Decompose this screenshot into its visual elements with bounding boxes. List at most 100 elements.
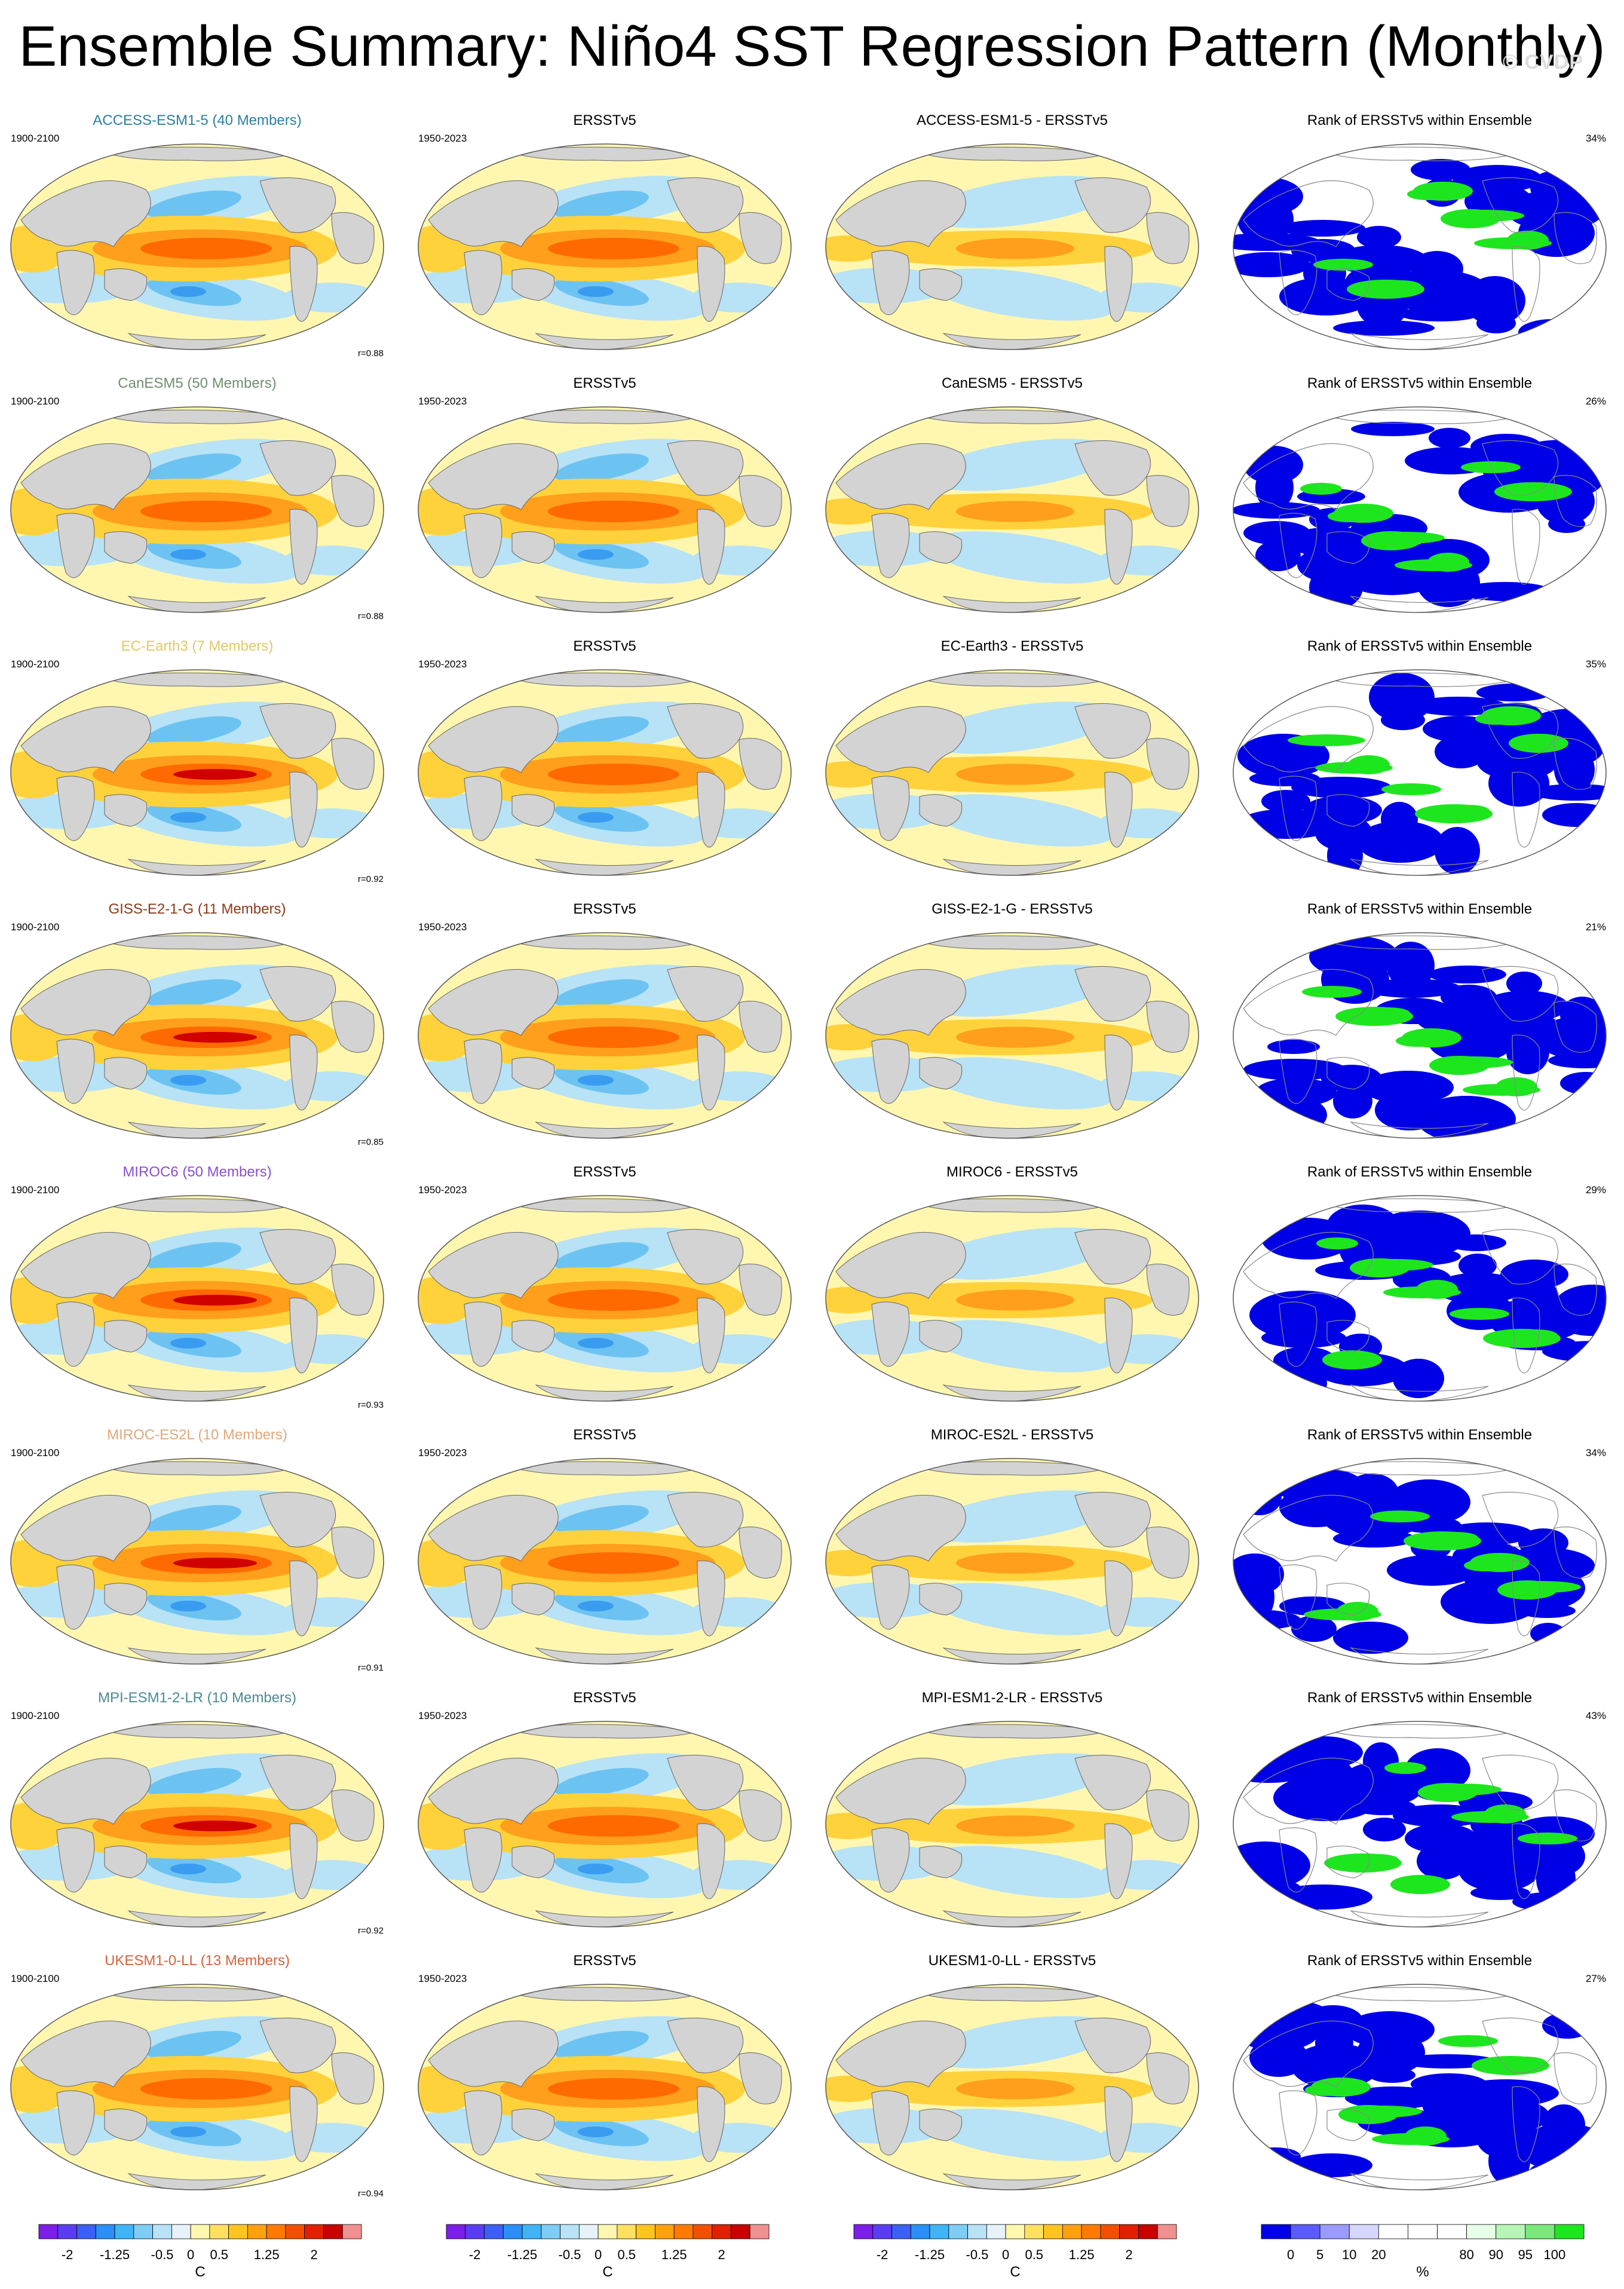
colorbar-swatch	[323, 2224, 343, 2239]
colorbar-tick-label: -1.25	[914, 2247, 945, 2262]
diff-panel: EC-Earth3 - ERSSTv5	[815, 633, 1209, 896]
pattern-correlation: r=0.85	[358, 1137, 384, 1147]
obs-panel: ERSSTv5 1950-2023	[407, 1422, 802, 1685]
colorbar-tick-label: 0.5	[1025, 2247, 1044, 2262]
colorbar-tick-label: 0	[1286, 2247, 1295, 2262]
colorbar-unit: %	[1416, 2264, 1429, 2280]
rank-percentage: 35%	[1585, 658, 1606, 670]
panel-row: UKESM1-0-LL (13 Members) 1900-2100 r=0.94 E…	[0, 1948, 1624, 2211]
panel-title: MPI-ESM1-2-LR - ERSSTv5	[921, 1690, 1103, 1706]
model-panel: GISS-E2-1-G (11 Members) 1900-2100 r=0.85	[0, 896, 394, 1159]
colorbar-swatch	[1290, 2224, 1320, 2239]
colorbar-swatch	[247, 2224, 267, 2239]
pattern-correlation: r=0.88	[358, 348, 384, 358]
panel-row: MIROC-ES2L (10 Members) 1900-2100 r=0.91 ER…	[0, 1422, 1624, 1685]
panel-period: 1900-2100	[11, 921, 60, 933]
colorbar-tick-label: 80	[1459, 2247, 1474, 2262]
colorbar-swatch	[285, 2224, 305, 2239]
obs-panel: ERSSTv5 1950-2023	[407, 1948, 802, 2211]
diff-map	[825, 406, 1199, 613]
rank-panel: Rank of ERSSTv5 within Ensemble 34%	[1222, 1422, 1617, 1685]
colorbar-tick-label: 0	[1001, 2247, 1010, 2262]
obs-map	[418, 1458, 792, 1665]
model-map	[10, 1458, 384, 1665]
colorbar-tick-label: -2	[468, 2247, 481, 2262]
panel-period: 1900-2100	[11, 396, 60, 407]
diff-map	[825, 669, 1199, 876]
panel-title: MIROC-ES2L (10 Members)	[107, 1427, 287, 1443]
colorbar-swatch	[910, 2224, 930, 2239]
model-panel: MIROC6 (50 Members) 1900-2100 r=0.93	[0, 1159, 394, 1422]
panel-title: ERSSTv5	[573, 375, 636, 391]
pattern-correlation: r=0.91	[358, 1663, 384, 1673]
panel-row: GISS-E2-1-G (11 Members) 1900-2100 r=0.85 E…	[0, 896, 1624, 1159]
diff-panel: UKESM1-0-LL - ERSSTv5	[815, 1948, 1209, 2211]
panel-period: 1950-2023	[418, 1710, 467, 1721]
colorbar-swatch	[636, 2224, 655, 2239]
rank-panel: Rank of ERSSTv5 within Ensemble 21%	[1222, 896, 1617, 1159]
panel-title: MIROC6 (50 Members)	[122, 1164, 272, 1180]
panel-title: UKESM1-0-LL (13 Members)	[105, 1953, 290, 1969]
rank-panel: Rank of ERSSTv5 within Ensemble 26%	[1222, 370, 1617, 633]
colorbar-tick-label: 95	[1518, 2247, 1533, 2262]
colorbar-swatch	[560, 2224, 580, 2239]
panel-title: UKESM1-0-LL - ERSSTv5	[928, 1953, 1096, 1969]
model-panel: ACCESS-ESM1-5 (40 Members) 1900-2100 r=0.8…	[0, 108, 394, 370]
panel-title: GISS-E2-1-G - ERSSTv5	[931, 901, 1093, 917]
colorbar-swatch	[1319, 2224, 1350, 2239]
panel-period: 1950-2023	[418, 921, 467, 933]
model-panel: CanESM5 (50 Members) 1900-2100 r=0.88	[0, 370, 394, 633]
colorbar-tick-label: 90	[1488, 2247, 1503, 2262]
colorbar-swatch	[76, 2224, 96, 2239]
panel-period: 1950-2023	[418, 1973, 467, 1984]
colorbar-swatch	[1138, 2224, 1158, 2239]
diff-panel: GISS-E2-1-G - ERSSTv5	[815, 896, 1209, 1159]
colorbar-swatch	[1100, 2224, 1120, 2239]
colorbar-swatch	[342, 2224, 362, 2239]
pattern-correlation: r=0.92	[358, 874, 384, 884]
colorbar-swatch	[1378, 2224, 1408, 2239]
colorbar-swatches	[1261, 2224, 1585, 2239]
sst-colorbar-obs: -2 -1.25 -0.5 0 0.5 1.25 2 C	[437, 2220, 778, 2285]
rank-map	[1233, 1721, 1607, 1928]
rank-map	[1233, 1458, 1607, 1665]
panel-row: MPI-ESM1-2-LR (10 Members) 1900-2100 r=0.9…	[0, 1685, 1624, 1948]
pattern-correlation: r=0.88	[358, 611, 384, 621]
rank-map	[1233, 406, 1607, 613]
diff-panel: MIROC-ES2L - ERSSTv5	[815, 1422, 1209, 1685]
sst-colorbar-diff: -2 -1.25 -0.5 0 0.5 1.25 2 C	[845, 2220, 1185, 2285]
rank-percentage: 34%	[1585, 1447, 1606, 1458]
panel-title: ERSSTv5	[573, 1427, 636, 1443]
colorbar-swatch	[853, 2224, 874, 2239]
model-map	[10, 406, 384, 613]
colorbar-swatch	[95, 2224, 115, 2239]
rank-percentage: 21%	[1585, 921, 1606, 933]
panel-period: 1900-2100	[11, 1973, 60, 1984]
colorbar-tick-label: 1.25	[661, 2247, 687, 2262]
panel-row: CanESM5 (50 Members) 1900-2100 r=0.88 ERSST…	[0, 370, 1624, 633]
colorbar-tick-label: 5	[1316, 2247, 1324, 2262]
rank-panel: Rank of ERSSTv5 within Ensemble 27%	[1222, 1948, 1617, 2211]
colorbar-swatch	[1496, 2224, 1526, 2239]
colorbar-swatch	[578, 2224, 599, 2239]
panel-period: 1950-2023	[418, 133, 467, 144]
colorbar-swatch	[986, 2224, 1006, 2239]
model-map	[10, 932, 384, 1139]
panel-grid: ACCESS-ESM1-5 (40 Members) 1900-2100 r=0.8…	[0, 108, 1624, 2199]
colorbar-tick-label: 0	[186, 2247, 195, 2262]
panel-title: EC-Earth3 (7 Members)	[121, 638, 274, 654]
rank-percentage: 29%	[1585, 1184, 1606, 1196]
colorbar-swatch	[1437, 2224, 1467, 2239]
colorbar-swatches	[446, 2224, 770, 2239]
panel-title: Rank of ERSSTv5 within Ensemble	[1307, 1164, 1533, 1180]
rank-percentage: 34%	[1585, 133, 1606, 144]
diff-map	[825, 1721, 1199, 1928]
panel-title: Rank of ERSSTv5 within Ensemble	[1307, 1427, 1533, 1443]
diff-map	[825, 1458, 1199, 1665]
diff-panel: CanESM5 - ERSSTv5	[815, 370, 1209, 633]
obs-map	[418, 1721, 792, 1928]
rank-panel: Rank of ERSSTv5 within Ensemble 34%	[1222, 108, 1617, 370]
colorbar-tick-label: -2	[61, 2247, 73, 2262]
panel-title: ACCESS-ESM1-5 - ERSSTv5	[916, 112, 1108, 128]
colorbar-swatch	[209, 2224, 229, 2239]
